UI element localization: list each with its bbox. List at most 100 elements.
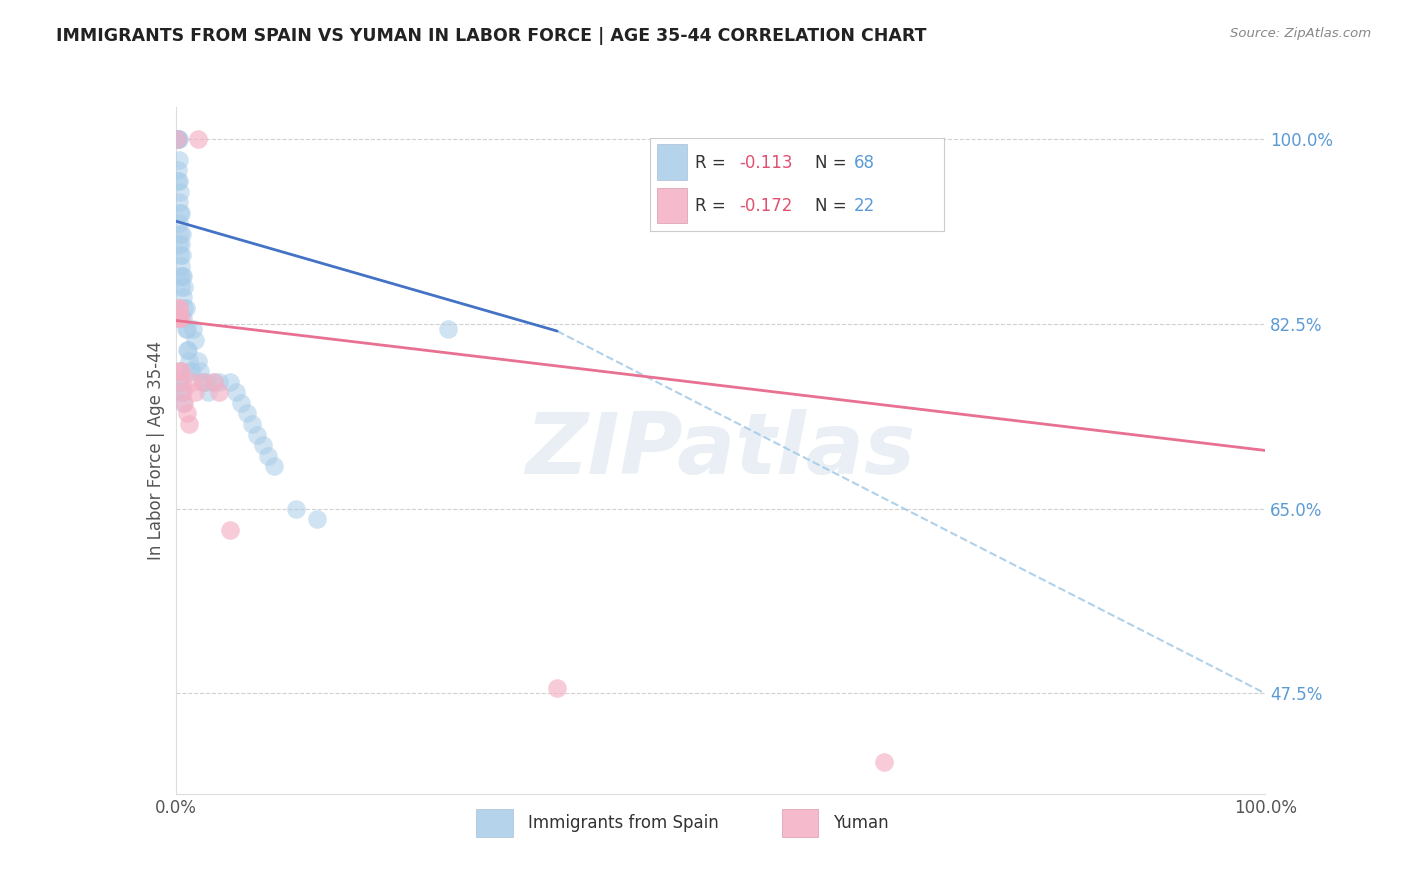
Point <box>202 375 225 389</box>
Point <box>181 322 204 336</box>
Bar <box>477 809 513 837</box>
Point <box>172 269 194 284</box>
Point <box>177 417 200 431</box>
Point <box>195 375 218 389</box>
Point <box>170 237 193 252</box>
Point <box>167 364 190 378</box>
Point <box>174 301 197 315</box>
Point <box>208 375 231 389</box>
Point <box>173 301 195 315</box>
Point <box>172 385 194 400</box>
Point <box>167 301 190 315</box>
Text: 22: 22 <box>855 197 876 215</box>
Point <box>167 132 190 146</box>
Point <box>225 385 247 400</box>
Point <box>167 311 190 326</box>
Point <box>172 290 194 304</box>
Point <box>176 343 198 357</box>
Point <box>167 311 190 326</box>
Point <box>167 174 190 188</box>
Bar <box>657 188 686 223</box>
Point <box>167 132 190 146</box>
Bar <box>657 145 686 179</box>
Text: -0.113: -0.113 <box>740 153 793 171</box>
Text: Source: ZipAtlas.com: Source: ZipAtlas.com <box>1230 27 1371 40</box>
Point <box>179 364 201 378</box>
Point <box>166 132 188 146</box>
Point <box>219 523 242 537</box>
Point <box>186 353 209 368</box>
Point <box>246 427 269 442</box>
Point <box>173 396 195 410</box>
Point <box>166 132 188 146</box>
Point <box>167 153 190 167</box>
Text: IMMIGRANTS FROM SPAIN VS YUMAN IN LABOR FORCE | AGE 35-44 CORRELATION CHART: IMMIGRANTS FROM SPAIN VS YUMAN IN LABOR … <box>56 27 927 45</box>
Point <box>169 269 191 284</box>
Point <box>170 205 193 219</box>
Point <box>172 269 194 284</box>
Point <box>263 459 285 474</box>
Point <box>176 407 198 421</box>
Point <box>167 237 190 252</box>
Point <box>284 501 307 516</box>
Point <box>172 396 194 410</box>
Point <box>169 375 191 389</box>
Point <box>167 301 190 315</box>
Point <box>252 438 274 452</box>
Bar <box>782 809 818 837</box>
Point <box>167 216 190 230</box>
Text: R =: R = <box>696 153 731 171</box>
Point <box>170 279 193 293</box>
Point <box>181 375 204 389</box>
Point <box>177 353 200 368</box>
Y-axis label: In Labor Force | Age 35-44: In Labor Force | Age 35-44 <box>146 341 165 560</box>
Point <box>172 311 194 326</box>
Point <box>169 185 191 199</box>
Point <box>173 279 195 293</box>
Point <box>169 205 191 219</box>
Point <box>197 385 219 400</box>
Point <box>172 227 194 241</box>
Text: N =: N = <box>814 153 852 171</box>
Point <box>166 132 188 146</box>
Text: 68: 68 <box>855 153 875 171</box>
Point <box>172 248 194 262</box>
Point <box>186 132 209 146</box>
Text: Yuman: Yuman <box>834 814 889 832</box>
Point <box>167 311 190 326</box>
Point <box>219 375 242 389</box>
Point <box>257 449 280 463</box>
Point <box>307 512 329 526</box>
Point <box>176 322 198 336</box>
Point <box>169 227 191 241</box>
Point <box>166 132 188 146</box>
Text: R =: R = <box>696 197 731 215</box>
Point <box>170 364 193 378</box>
Point <box>240 417 263 431</box>
Point <box>174 322 197 336</box>
Point <box>167 195 190 210</box>
Text: ZIPatlas: ZIPatlas <box>526 409 915 492</box>
Text: N =: N = <box>814 197 852 215</box>
Point <box>231 396 253 410</box>
Point <box>235 407 257 421</box>
Point <box>191 375 214 389</box>
Point <box>169 364 191 378</box>
Point <box>166 132 188 146</box>
Point <box>202 375 225 389</box>
Point <box>167 163 190 178</box>
Point <box>873 755 896 769</box>
Point <box>170 259 193 273</box>
Text: -0.172: -0.172 <box>740 197 793 215</box>
Point <box>546 681 568 696</box>
Point <box>170 385 193 400</box>
Point <box>177 343 200 357</box>
Point <box>166 132 188 146</box>
Point <box>172 385 194 400</box>
Point <box>184 385 207 400</box>
Point <box>167 132 190 146</box>
Point <box>167 174 190 188</box>
Point <box>167 375 190 389</box>
Point <box>184 333 207 347</box>
Point <box>437 322 460 336</box>
